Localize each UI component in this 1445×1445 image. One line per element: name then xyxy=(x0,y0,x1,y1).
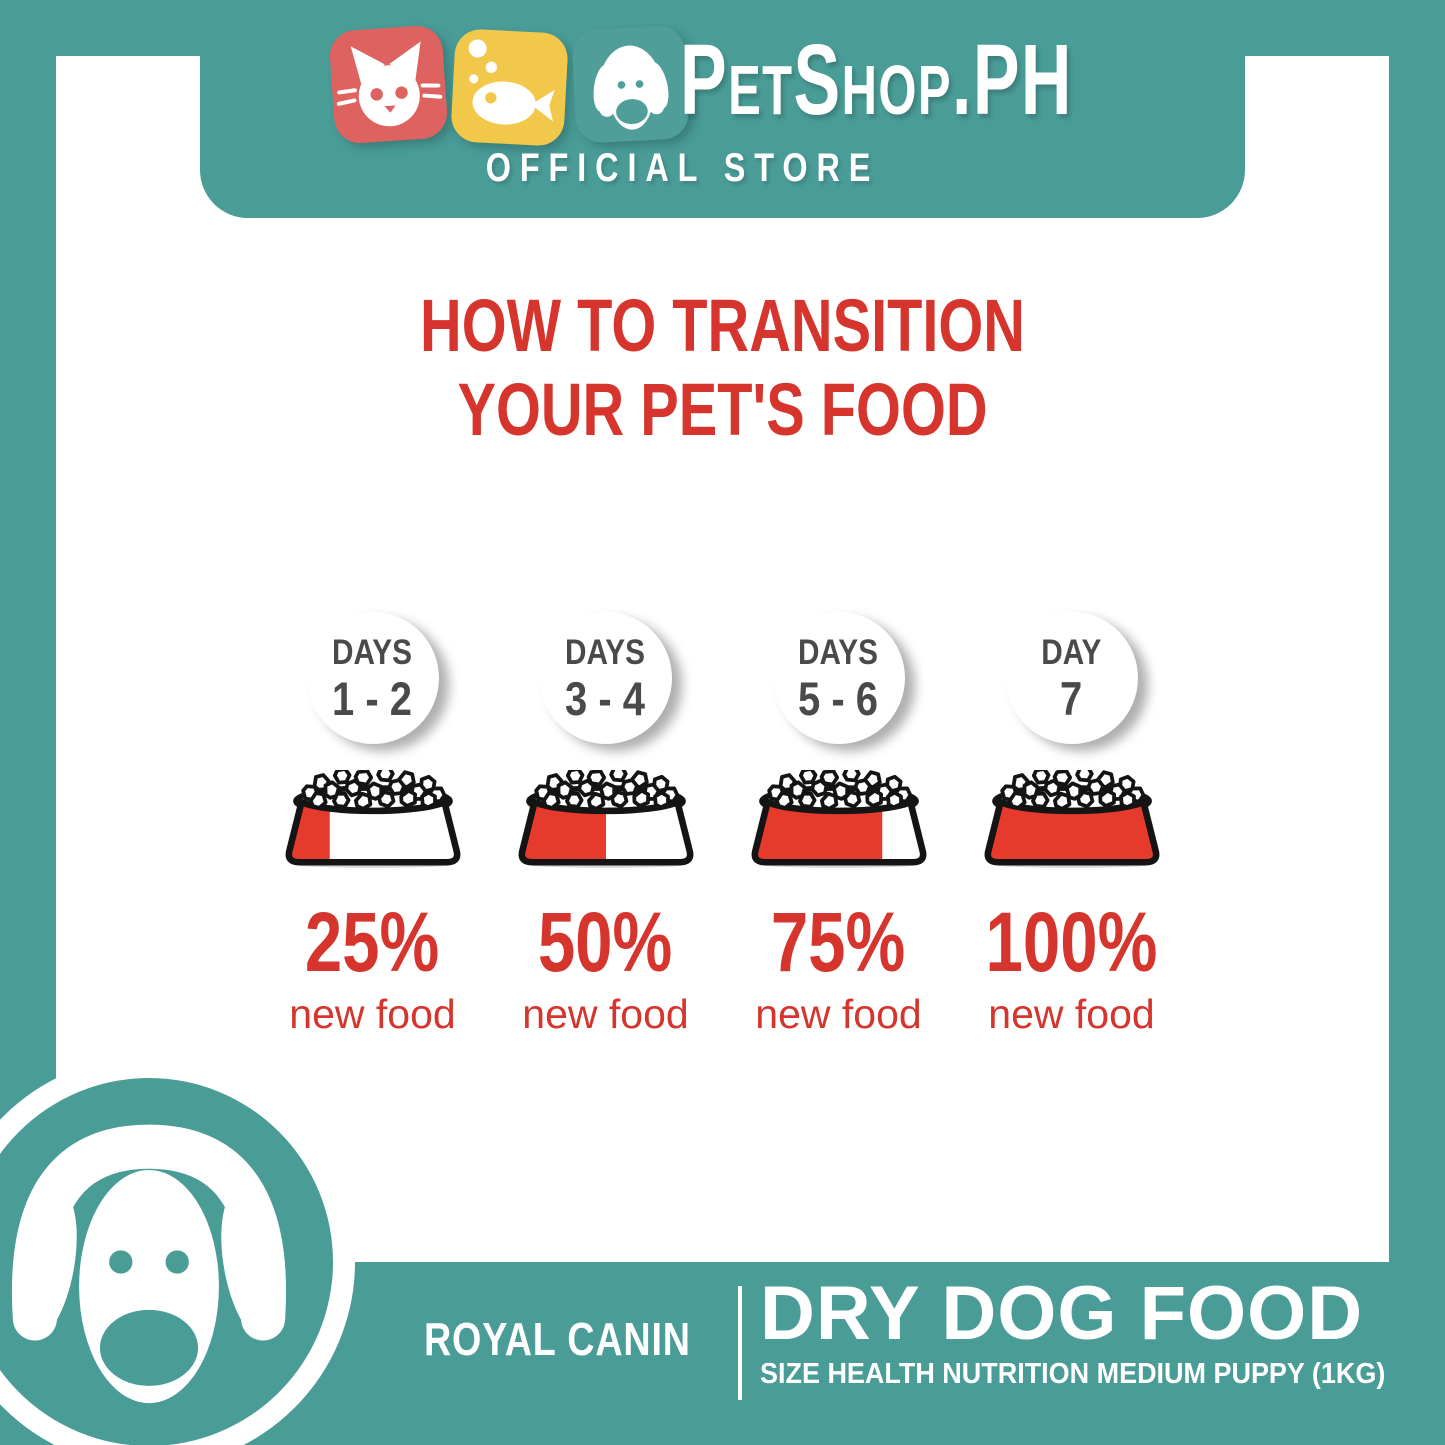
day-label: DAYS xyxy=(798,632,879,672)
title-line-1: HOW TO TRANSITION xyxy=(420,284,1025,367)
day-circle: DAYS 1 - 2 xyxy=(306,612,439,744)
new-food-percent: 75% xyxy=(771,895,906,989)
transition-step: DAYS 1 - 2 25% new food xyxy=(256,612,489,1035)
footer-divider xyxy=(738,1286,742,1400)
day-label: DAYS xyxy=(332,632,413,672)
kibble-icon xyxy=(766,770,912,811)
day-circle: DAYS 5 - 6 xyxy=(772,612,905,744)
product-title: DRY DOG FOOD xyxy=(760,1271,1364,1356)
kibble-icon xyxy=(300,770,446,811)
new-food-caption: new food xyxy=(755,991,922,1037)
new-food-caption: new food xyxy=(988,991,1155,1037)
new-food-caption: new food xyxy=(522,991,689,1037)
kibble-icon xyxy=(999,770,1145,811)
day-label: DAYS xyxy=(565,632,646,672)
cat-icon xyxy=(328,24,449,145)
food-bowl-icon xyxy=(285,770,460,868)
footer-brand: ROYAL CANIN xyxy=(424,1313,691,1365)
fish-icon xyxy=(450,28,569,147)
new-food-caption: new food xyxy=(289,991,456,1037)
day-range: 7 xyxy=(1060,671,1083,725)
transition-step: DAYS 5 - 6 75% new food xyxy=(722,612,955,1035)
transition-step: DAYS 3 - 4 50% new food xyxy=(489,612,722,1035)
dog-icon xyxy=(571,25,690,144)
food-bowl-icon xyxy=(984,770,1159,868)
food-bowl-icon xyxy=(518,770,693,868)
day-circle: DAY 7 xyxy=(1005,612,1138,744)
product-variant: SIZE HEALTH NUTRITION MEDIUM PUPPY (1KG) xyxy=(760,1358,1386,1390)
new-food-percent: 25% xyxy=(305,895,440,989)
infographic-title: HOW TO TRANSITION YOUR PET'S FOOD xyxy=(203,284,1243,453)
dog-logo-badge xyxy=(0,1056,355,1445)
day-label: DAY xyxy=(1041,632,1102,672)
transition-steps: DAYS 1 - 2 25% new food xyxy=(256,612,1188,1035)
transition-step: DAY 7 100% new food xyxy=(955,612,1188,1035)
kibble-icon xyxy=(533,770,679,811)
day-range: 5 - 6 xyxy=(798,671,879,725)
day-circle: DAYS 3 - 4 xyxy=(539,612,672,744)
header-band: PetShop.PH OFFICIAL STORE xyxy=(200,0,1245,218)
product-info: DRY DOG FOOD SIZE HEALTH NUTRITION MEDIU… xyxy=(760,1276,1432,1389)
new-food-percent: 100% xyxy=(985,895,1158,989)
food-bowl-icon xyxy=(751,770,926,868)
frame-border-right xyxy=(1389,0,1445,1445)
day-range: 3 - 4 xyxy=(565,671,646,725)
brand-wordmark: PetShop.PH xyxy=(680,24,1073,136)
official-store-label: OFFICIAL STORE xyxy=(485,146,880,190)
title-line-2: YOUR PET'S FOOD xyxy=(457,368,988,452)
day-range: 1 - 2 xyxy=(332,671,413,725)
new-food-percent: 50% xyxy=(538,895,673,989)
dog-face-icon xyxy=(0,1078,333,1445)
